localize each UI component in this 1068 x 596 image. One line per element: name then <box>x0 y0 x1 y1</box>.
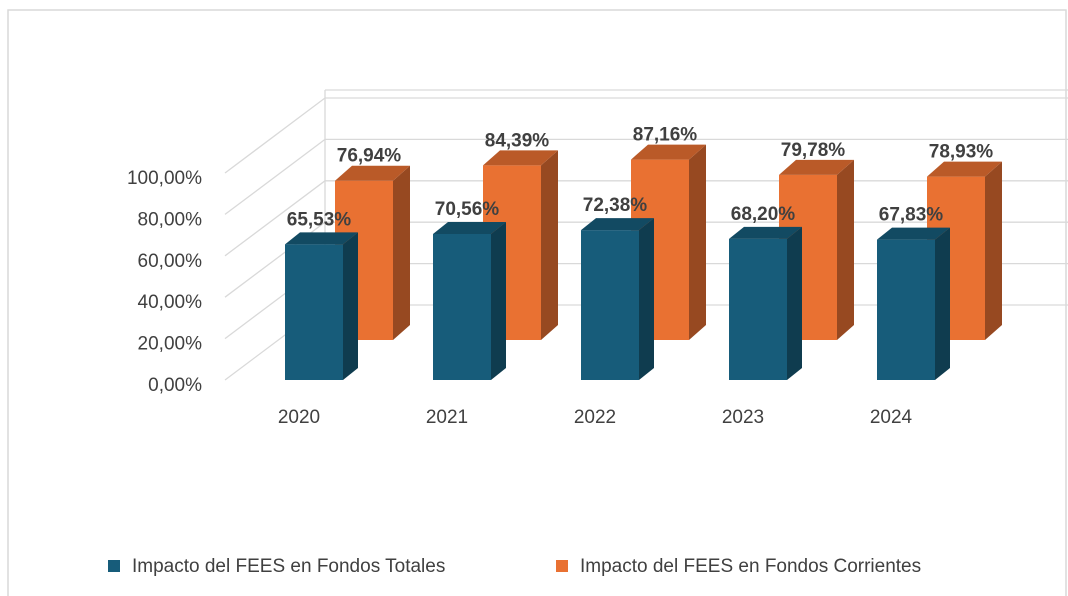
x-tick-label: 2021 <box>426 407 468 428</box>
bar-front <box>729 238 787 380</box>
bar-top <box>631 144 706 160</box>
data-label: 76,94% <box>337 146 402 167</box>
bar-top <box>285 232 358 245</box>
bar-side <box>837 159 854 340</box>
y-tick-label: 80,00% <box>138 209 203 230</box>
legend-swatch <box>108 560 120 572</box>
bar-front <box>581 230 639 380</box>
y-tick-label: 40,00% <box>138 292 203 313</box>
bar <box>581 218 654 380</box>
data-label: 78,93% <box>929 142 994 163</box>
bar-top <box>729 226 802 239</box>
bar-side <box>787 226 802 380</box>
legend-label: Impacto del FEES en Fondos Corrientes <box>580 556 921 577</box>
bar-top <box>927 161 1002 177</box>
bar-side <box>935 227 950 380</box>
bar-side <box>343 232 358 380</box>
data-label: 67,83% <box>879 205 944 226</box>
y-tick-label: 60,00% <box>138 251 203 272</box>
bar-side <box>639 218 654 380</box>
x-tick-label: 2024 <box>870 407 913 428</box>
y-tick-label: 0,00% <box>148 375 202 396</box>
data-label: 65,53% <box>287 209 352 230</box>
bar <box>433 221 506 380</box>
bar-top <box>335 165 410 181</box>
x-tick-label: 2022 <box>574 407 616 428</box>
bar-top <box>779 159 854 175</box>
data-label: 87,16% <box>633 125 698 146</box>
bar-side <box>689 144 706 340</box>
y-tick-label: 100,00% <box>127 168 202 189</box>
data-label: 84,39% <box>485 130 550 151</box>
y-tick-label: 20,00% <box>138 334 203 355</box>
bar-front <box>433 233 491 380</box>
data-label: 68,20% <box>731 204 796 225</box>
bar-front <box>285 244 343 380</box>
data-label: 79,78% <box>781 140 846 161</box>
bar-top <box>581 218 654 231</box>
bar-top <box>877 227 950 240</box>
bar <box>285 232 358 380</box>
bar-side <box>491 221 506 380</box>
bar <box>877 227 950 380</box>
bar-top <box>433 221 506 234</box>
x-tick-label: 2023 <box>722 407 764 428</box>
legend-swatch <box>556 560 568 572</box>
data-label: 70,56% <box>435 199 500 220</box>
data-label: 72,38% <box>583 195 648 216</box>
x-tick-label: 2020 <box>278 407 320 428</box>
bar-top <box>483 150 558 166</box>
bar-side <box>393 165 410 340</box>
bar-side <box>985 161 1002 340</box>
bar <box>729 226 802 380</box>
bar-side <box>541 150 558 340</box>
legend-label: Impacto del FEES en Fondos Totales <box>132 556 445 577</box>
bar-front <box>877 239 935 380</box>
